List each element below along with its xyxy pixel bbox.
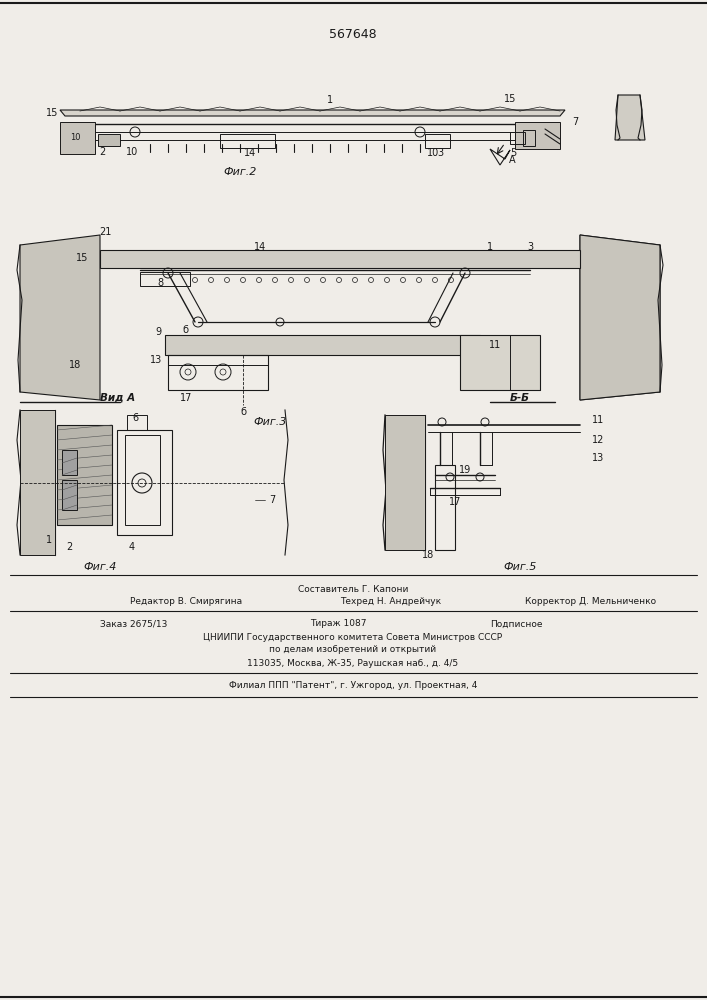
- Text: Подписное: Подписное: [490, 619, 542, 629]
- Text: Фиг.2: Фиг.2: [223, 167, 257, 177]
- Text: 21: 21: [99, 227, 111, 237]
- Bar: [127, 415, 147, 430]
- Text: 13: 13: [150, 355, 162, 365]
- Text: 8: 8: [157, 278, 163, 288]
- Text: 5: 5: [510, 148, 516, 158]
- Polygon shape: [580, 235, 660, 400]
- Text: Вид А: Вид А: [100, 393, 135, 403]
- Bar: [57, 425, 112, 525]
- Text: 18: 18: [422, 550, 434, 560]
- Polygon shape: [515, 122, 560, 149]
- Text: 2: 2: [66, 542, 72, 552]
- Text: 1: 1: [46, 535, 52, 545]
- Text: 4: 4: [129, 542, 135, 552]
- Text: 17: 17: [180, 393, 192, 403]
- Bar: [510, 132, 525, 144]
- Bar: [117, 430, 172, 535]
- Bar: [140, 272, 190, 286]
- Text: Техред Н. Андрейчук: Техред Н. Андрейчук: [340, 597, 441, 606]
- Text: 18: 18: [69, 360, 81, 370]
- Bar: [62, 450, 77, 475]
- Text: 3: 3: [437, 148, 443, 158]
- Text: 7: 7: [572, 117, 578, 127]
- Bar: [125, 435, 160, 525]
- Text: 14: 14: [244, 148, 256, 158]
- Bar: [460, 335, 540, 390]
- Text: 9: 9: [155, 327, 161, 337]
- Text: б: б: [182, 325, 188, 335]
- Text: Б-Б: Б-Б: [510, 393, 530, 403]
- Polygon shape: [165, 335, 480, 355]
- Text: по делам изобретений и открытий: по делам изобретений и открытий: [269, 646, 436, 654]
- Text: Корректор Д. Мельниченко: Корректор Д. Мельниченко: [525, 597, 656, 606]
- Bar: [523, 130, 535, 146]
- Text: 11: 11: [489, 340, 501, 350]
- Text: 567648: 567648: [329, 28, 377, 41]
- Text: 13: 13: [592, 453, 604, 463]
- Text: 12: 12: [592, 435, 604, 445]
- Polygon shape: [60, 122, 95, 154]
- Bar: [62, 480, 77, 510]
- Text: 10: 10: [70, 133, 81, 142]
- Polygon shape: [385, 415, 425, 550]
- Text: Фиг.3: Фиг.3: [253, 417, 286, 427]
- Text: 1: 1: [327, 95, 333, 105]
- Polygon shape: [100, 250, 580, 268]
- Polygon shape: [60, 110, 565, 116]
- Text: 11: 11: [592, 415, 604, 425]
- Polygon shape: [580, 235, 660, 400]
- Text: 3: 3: [527, 242, 533, 252]
- Text: Редактор В. Смирягина: Редактор В. Смирягина: [130, 597, 242, 606]
- Text: Филиал ППП "Патент", г. Ужгород, ул. Проектная, 4: Филиал ППП "Патент", г. Ужгород, ул. Про…: [229, 682, 477, 690]
- Text: Заказ 2675/13: Заказ 2675/13: [100, 619, 168, 629]
- Polygon shape: [615, 95, 645, 140]
- Text: 17: 17: [449, 497, 461, 507]
- Bar: [220, 134, 275, 148]
- Polygon shape: [20, 410, 55, 555]
- Text: 15: 15: [76, 253, 88, 263]
- Text: 113035, Москва, Ж-35, Раушская наб., д. 4/5: 113035, Москва, Ж-35, Раушская наб., д. …: [247, 658, 459, 668]
- Text: 1: 1: [487, 242, 493, 252]
- Text: 15: 15: [504, 94, 516, 104]
- Bar: [98, 134, 120, 146]
- Polygon shape: [20, 235, 100, 400]
- Text: 2: 2: [99, 147, 105, 157]
- Text: 15: 15: [46, 108, 58, 118]
- Text: ЦНИИПИ Государственного комитета Совета Министров СССР: ЦНИИПИ Государственного комитета Совета …: [204, 633, 503, 642]
- Text: 7: 7: [269, 495, 275, 505]
- Bar: [425, 134, 450, 148]
- Text: 6: 6: [132, 413, 138, 423]
- Text: Фиг.5: Фиг.5: [503, 562, 537, 572]
- Text: Тираж 1087: Тираж 1087: [310, 619, 366, 629]
- Text: А: А: [509, 155, 515, 165]
- Bar: [435, 465, 455, 550]
- Text: 10: 10: [126, 147, 138, 157]
- Text: Фиг.4: Фиг.4: [83, 562, 117, 572]
- Text: б: б: [240, 407, 246, 417]
- Text: 10: 10: [427, 148, 439, 158]
- Text: 19: 19: [459, 465, 471, 475]
- Text: Составитель Г. Капони: Составитель Г. Капони: [298, 584, 408, 593]
- Text: 14: 14: [254, 242, 266, 252]
